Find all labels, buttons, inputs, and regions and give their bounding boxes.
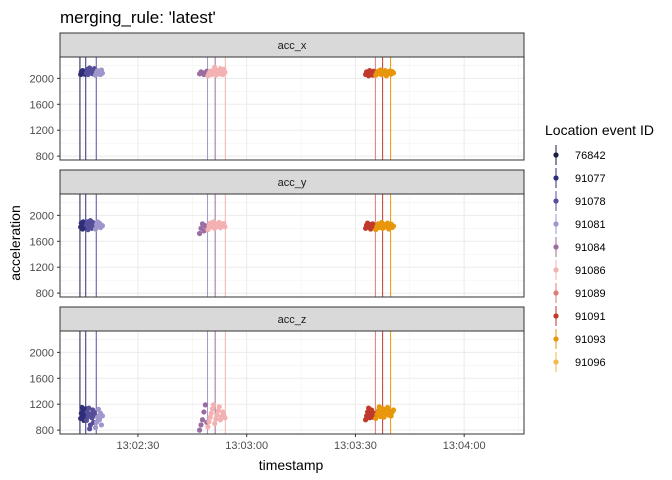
- legend-key-point: [553, 198, 559, 204]
- legend-label: 91093: [575, 334, 606, 346]
- y-tick-label: 800: [36, 288, 54, 300]
- legend-item-91093: 91093: [553, 329, 606, 349]
- legend-label: 91081: [575, 219, 606, 231]
- legend-label: 91078: [575, 196, 606, 208]
- legend-item-91077: 91077: [553, 168, 606, 188]
- y-tick-label: 1200: [30, 399, 54, 411]
- x-axis: 13:02:30 13:03:00 13:03:30 13:04:00: [117, 434, 486, 452]
- legend-key-point: [553, 152, 559, 158]
- legend-key-point: [553, 290, 559, 296]
- strip-label: acc_y: [278, 177, 307, 189]
- data-point-91081: [99, 70, 106, 76]
- data-point-91093: [390, 70, 397, 76]
- x-tick-label: 13:04:00: [443, 440, 486, 452]
- legend-item-91096: 91096: [553, 352, 606, 372]
- legend-label: 91084: [575, 242, 606, 254]
- legend-item-91089: 91089: [553, 283, 606, 303]
- x-axis-title: timestamp: [259, 457, 324, 473]
- panel-background: [60, 57, 524, 160]
- strip-background: [59, 32, 525, 58]
- legend-item-91086: 91086: [553, 260, 606, 280]
- legend-label: 91089: [575, 288, 606, 300]
- facet-panel-acc_x: acc_x 800 1200 1600 2000: [30, 32, 525, 163]
- data-point-91086: [222, 224, 228, 230]
- data-point-91086: [212, 64, 218, 70]
- data-point-91084: [198, 422, 204, 428]
- facet-panel-acc_z: acc_z 800 1200 1600 2000: [30, 306, 525, 437]
- y-tick-label: 1600: [30, 373, 54, 385]
- y-tick-label: 1600: [30, 99, 54, 111]
- data-point-91086: [210, 402, 217, 408]
- legend-key-point: [553, 221, 559, 227]
- strip-label: acc_x: [278, 40, 307, 52]
- data-point-91086: [214, 412, 220, 418]
- legend-label: 76842: [575, 150, 606, 162]
- data-point-91086: [208, 410, 214, 416]
- facet-panel-acc_y: acc_y 800 1200 1600 2000: [30, 169, 525, 300]
- data-point-91086: [206, 419, 212, 425]
- data-point-91084: [201, 409, 207, 415]
- legend-label: 91091: [575, 311, 606, 323]
- data-point-91086: [216, 404, 222, 410]
- data-point-91081: [95, 406, 102, 412]
- data-point-91081: [99, 413, 106, 419]
- data-point-91093: [384, 404, 391, 411]
- legend-item-91081: 91081: [553, 214, 606, 234]
- legend-label: 91096: [575, 357, 606, 369]
- data-point-91081: [92, 424, 99, 431]
- legend-key-point: [553, 267, 559, 273]
- y-tick-label: 1200: [30, 125, 54, 137]
- legend-item-91078: 91078: [553, 191, 606, 211]
- data-point-91086: [212, 421, 218, 427]
- x-tick-label: 13:02:30: [117, 440, 160, 452]
- facet-panels: acc_x 800 1200 1600 2000 acc_y 800 1200 1600 2000…: [30, 32, 525, 437]
- legend-items: 76842 91077 91078 91081 91084 91086 91089 91091…: [553, 145, 606, 372]
- y-tick-label: 1600: [30, 236, 54, 248]
- legend-item-91084: 91084: [553, 237, 606, 257]
- data-point-91078: [86, 405, 92, 411]
- panel-background: [60, 194, 524, 297]
- data-point-91093: [390, 223, 397, 229]
- legend-title: Location event ID: [545, 122, 654, 138]
- strip-label: acc_z: [278, 314, 307, 326]
- strip-background: [59, 169, 525, 195]
- legend-label: 91086: [575, 265, 606, 277]
- legend-key-point: [553, 244, 559, 250]
- panel-background: [60, 331, 524, 434]
- y-tick-label: 1200: [30, 262, 54, 274]
- legend: Location event ID 76842 91077 91078 91081 91…: [545, 122, 654, 372]
- y-axis-title: acceleration: [7, 205, 23, 281]
- x-tick-label: 13:03:00: [225, 440, 268, 452]
- data-point-91081: [96, 417, 103, 423]
- data-point-91084: [202, 402, 208, 408]
- y-tick-label: 2000: [30, 210, 54, 222]
- legend-key-point: [553, 175, 559, 181]
- data-point-91091: [362, 417, 369, 423]
- legend-item-76842: 76842: [553, 145, 606, 165]
- data-point-91084: [196, 230, 203, 237]
- data-point-91078: [83, 417, 90, 423]
- y-tick-label: 2000: [30, 73, 54, 85]
- legend-key-point: [553, 359, 559, 365]
- legend-label: 91077: [575, 173, 606, 185]
- strip-background: [59, 306, 525, 332]
- data-point-91084: [199, 417, 206, 423]
- data-point-91093: [390, 407, 397, 413]
- legend-item-91091: 91091: [553, 306, 606, 326]
- data-point-91086: [222, 69, 228, 75]
- data-point-91081: [99, 223, 106, 229]
- data-point-91084: [196, 427, 203, 433]
- y-tick-label: 800: [36, 425, 54, 437]
- data-point-91086: [222, 415, 228, 421]
- data-point-91078: [87, 426, 93, 432]
- chart-title: merging_rule: 'latest': [60, 8, 216, 27]
- legend-key-point: [553, 313, 559, 319]
- y-tick-label: 800: [36, 151, 54, 163]
- data-point-91081: [98, 422, 105, 428]
- data-point-91086: [205, 424, 211, 430]
- x-tick-label: 13:03:30: [334, 440, 377, 452]
- legend-key-point: [553, 336, 559, 342]
- y-tick-label: 2000: [30, 347, 54, 359]
